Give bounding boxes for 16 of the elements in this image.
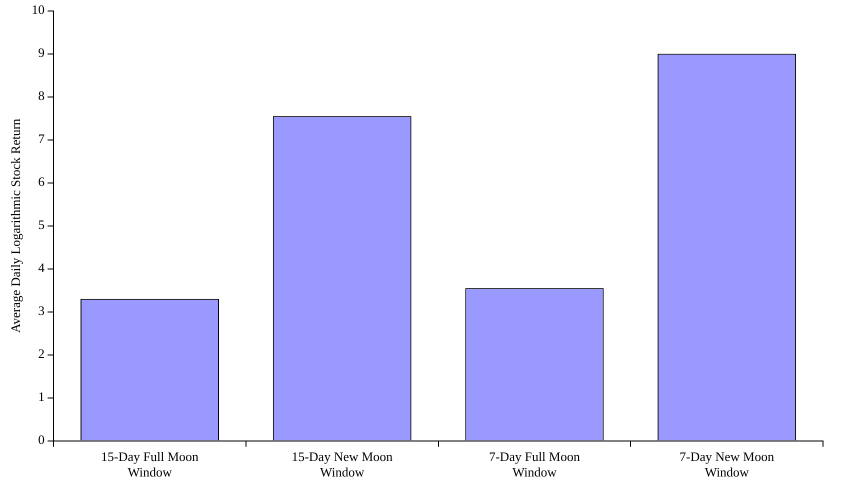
x-tick-label: 7-Day New Moon Window — [680, 449, 775, 480]
y-tick-label: 5 — [38, 217, 45, 232]
y-tick-label: 3 — [38, 303, 45, 318]
y-tick-label: 10 — [32, 2, 45, 18]
y-tick-label: 6 — [38, 174, 46, 190]
y-tick-label: 2 — [38, 346, 45, 362]
y-tick-label: 0 — [38, 432, 45, 448]
y-tick-label: 7 — [38, 131, 46, 146]
y-tick-label: 4 — [38, 260, 46, 276]
y-tick-label: 1 — [38, 389, 45, 404]
y-tick-label: 9 — [38, 45, 45, 60]
y-axis-title: Average Daily Logarithmic Stock Return — [8, 118, 24, 333]
x-tick-label: 15-Day Full Moon Window — [101, 449, 200, 480]
x-tick-label: 15-Day New Moon Window — [292, 449, 394, 480]
x-tick-label: 7-Day Full Moon Window — [488, 449, 580, 480]
y-tick-label: 8 — [38, 88, 45, 104]
